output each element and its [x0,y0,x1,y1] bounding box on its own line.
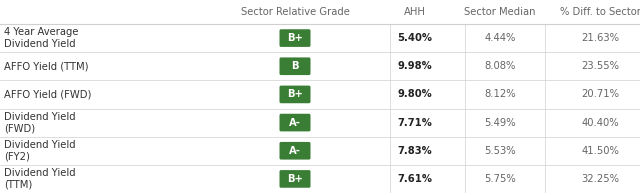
Text: A-: A- [289,118,301,128]
Text: 5.40%: 5.40% [397,33,433,43]
Text: B+: B+ [287,33,303,43]
FancyBboxPatch shape [280,85,310,103]
Text: Sector Relative Grade: Sector Relative Grade [241,7,349,17]
Text: % Diff. to Sector: % Diff. to Sector [559,7,640,17]
Text: 23.55%: 23.55% [581,61,619,71]
Text: 5.49%: 5.49% [484,118,516,128]
Text: 7.83%: 7.83% [397,146,433,156]
Text: 5.53%: 5.53% [484,146,516,156]
FancyBboxPatch shape [280,58,310,75]
Text: B+: B+ [287,174,303,184]
Text: AHH: AHH [404,7,426,17]
Text: B+: B+ [287,89,303,99]
Text: Dividend Yield
(FY2): Dividend Yield (FY2) [4,140,76,162]
Text: AFFO Yield (FWD): AFFO Yield (FWD) [4,89,92,99]
Text: 32.25%: 32.25% [581,174,619,184]
Text: 40.40%: 40.40% [581,118,619,128]
Text: 20.71%: 20.71% [581,89,619,99]
Text: 8.12%: 8.12% [484,89,516,99]
FancyBboxPatch shape [280,29,310,47]
Text: 7.71%: 7.71% [397,118,433,128]
Text: B: B [291,61,299,71]
Text: AFFO Yield (TTM): AFFO Yield (TTM) [4,61,88,71]
FancyBboxPatch shape [280,142,310,160]
Text: Dividend Yield
(FWD): Dividend Yield (FWD) [4,112,76,133]
Text: 5.75%: 5.75% [484,174,516,184]
Text: Sector Median: Sector Median [464,7,536,17]
Text: 8.08%: 8.08% [484,61,516,71]
Text: 9.80%: 9.80% [397,89,433,99]
Text: 21.63%: 21.63% [581,33,619,43]
Text: Dividend Yield
(TTM): Dividend Yield (TTM) [4,168,76,190]
Text: 4 Year Average
Dividend Yield: 4 Year Average Dividend Yield [4,27,79,49]
Text: 9.98%: 9.98% [397,61,433,71]
Text: A-: A- [289,146,301,156]
FancyBboxPatch shape [280,170,310,188]
Text: 7.61%: 7.61% [397,174,433,184]
FancyBboxPatch shape [280,114,310,131]
Text: 4.44%: 4.44% [484,33,516,43]
Text: 41.50%: 41.50% [581,146,619,156]
